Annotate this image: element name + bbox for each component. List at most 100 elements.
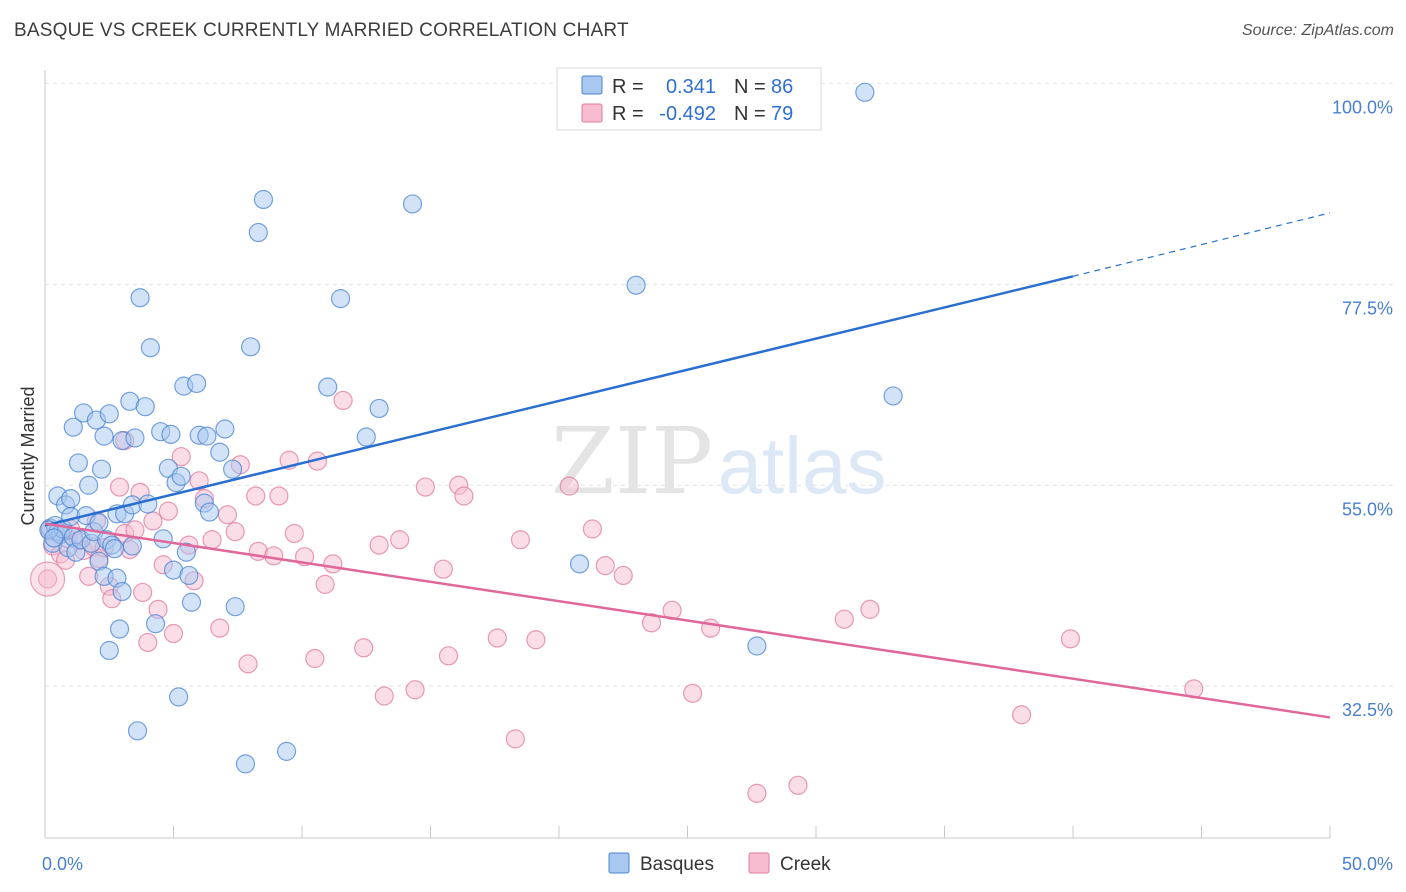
creek-point-52 bbox=[354, 638, 374, 658]
creek-point-54 bbox=[374, 686, 394, 706]
series-legend: Basques Creek bbox=[608, 852, 831, 875]
creek-point-51 bbox=[333, 390, 353, 411]
watermark-zip: ZIP bbox=[551, 408, 713, 515]
creek-point-68 bbox=[595, 556, 615, 576]
basques-point-18 bbox=[79, 475, 99, 495]
basques-point-42 bbox=[127, 721, 148, 741]
basques-point-24 bbox=[91, 459, 112, 479]
basques-point-75 bbox=[330, 289, 351, 309]
bottom-legend-swatch-basques bbox=[608, 852, 630, 874]
creek-point-77 bbox=[860, 599, 880, 619]
grid-lines bbox=[45, 82, 1393, 687]
basques-point-22 bbox=[89, 513, 109, 533]
creek-point-62 bbox=[487, 628, 507, 648]
basques-point-72 bbox=[253, 189, 274, 210]
y-axis-label: Currently Married bbox=[18, 386, 38, 525]
creek-point-76 bbox=[834, 609, 854, 629]
basques-point-51 bbox=[161, 424, 181, 444]
basques-point-79 bbox=[569, 554, 590, 574]
basques-point-55 bbox=[171, 466, 191, 486]
creek-point-37 bbox=[225, 522, 245, 542]
basques-point-73 bbox=[276, 741, 297, 761]
basques-point-60 bbox=[187, 373, 207, 394]
creek-point-74 bbox=[747, 783, 767, 803]
bottom-legend-swatch-creek bbox=[748, 852, 770, 874]
legend-n-label-basques: N = bbox=[734, 76, 766, 98]
creek-point-75 bbox=[788, 775, 808, 795]
chart-source: Source: ZipAtlas.com bbox=[1241, 22, 1394, 39]
basques-point-81 bbox=[747, 636, 767, 656]
x-tick-label-max: 50.0% bbox=[1342, 854, 1393, 874]
basques-point-65 bbox=[210, 442, 230, 462]
creek-point-22 bbox=[133, 582, 153, 603]
legend-n-label-creek: N = bbox=[734, 103, 766, 125]
creek-point-24 bbox=[143, 511, 163, 531]
creek-point-32 bbox=[189, 471, 209, 491]
creek-point-50 bbox=[323, 554, 343, 574]
basques-point-67 bbox=[223, 459, 243, 479]
legend-swatch-basques bbox=[581, 75, 603, 95]
basques-points bbox=[39, 82, 903, 774]
creek-trend-line bbox=[44, 522, 1331, 719]
basques-point-49 bbox=[153, 529, 173, 549]
basques-point-46 bbox=[140, 338, 160, 358]
creek-point-27 bbox=[158, 501, 178, 521]
basques-point-66 bbox=[215, 419, 235, 439]
creek-point-66 bbox=[559, 476, 579, 496]
creek-point-36 bbox=[217, 505, 238, 525]
creek-point-78 bbox=[1011, 705, 1032, 725]
creek-point-cluster bbox=[29, 561, 66, 597]
creek-point-39 bbox=[238, 654, 258, 674]
creek-point-16 bbox=[109, 477, 130, 497]
creek-point-56 bbox=[405, 680, 425, 700]
basques-point-34 bbox=[109, 619, 130, 639]
trend-lines bbox=[44, 212, 1331, 719]
creek-point-58 bbox=[433, 559, 453, 579]
creek-point-40 bbox=[246, 486, 266, 506]
bottom-legend-label-creek: Creek bbox=[780, 854, 831, 875]
creek-point-70 bbox=[641, 613, 662, 633]
basques-point-35 bbox=[112, 581, 132, 602]
basques-point-85 bbox=[44, 528, 64, 548]
basques-point-39 bbox=[122, 536, 142, 556]
basques-point-26 bbox=[94, 426, 114, 446]
basques-point-82 bbox=[855, 82, 875, 102]
creek-point-49 bbox=[315, 574, 335, 594]
creek-point-59 bbox=[438, 646, 459, 666]
basques-point-58 bbox=[179, 565, 199, 586]
legend-r-label-creek: R = bbox=[612, 103, 644, 125]
y-tick-label-2: 77.5% bbox=[1342, 298, 1393, 318]
basques-point-28 bbox=[99, 640, 119, 661]
basques-point-80 bbox=[626, 275, 646, 295]
creek-point-45 bbox=[284, 523, 304, 544]
watermark-atlas: atlas bbox=[718, 421, 887, 510]
creek-point-69 bbox=[613, 565, 633, 586]
basques-point-74 bbox=[318, 377, 338, 397]
basques-point-78 bbox=[402, 194, 423, 214]
basques-point-13 bbox=[63, 417, 83, 437]
basques-point-64 bbox=[199, 502, 220, 522]
basques-point-43 bbox=[130, 288, 150, 308]
legend-r-label-basques: R = bbox=[612, 76, 644, 98]
basques-point-76 bbox=[356, 427, 376, 447]
basques-point-45 bbox=[138, 494, 158, 514]
watermark: ZIP atlas bbox=[551, 408, 887, 515]
basques-trend-line bbox=[44, 275, 1074, 527]
creek-point-64 bbox=[510, 530, 531, 550]
basques-point-77 bbox=[369, 398, 389, 419]
basques-point-59 bbox=[181, 592, 202, 612]
creek-point-35 bbox=[210, 618, 230, 638]
basques-point-71 bbox=[248, 222, 268, 243]
y-tick-labels: 32.5% 55.0% 77.5% 100.0% bbox=[1332, 97, 1393, 720]
stats-legend: R = 0.341 N = 86 R = -0.492 N = 79 bbox=[556, 67, 822, 131]
creek-point-63 bbox=[505, 729, 525, 749]
y-tick-label-0: 32.5% bbox=[1342, 700, 1393, 720]
basques-point-70 bbox=[241, 337, 261, 357]
creek-point-67 bbox=[582, 519, 603, 539]
basques-point-47 bbox=[145, 614, 166, 634]
legend-n-value-creek: 79 bbox=[771, 103, 793, 125]
basques-point-41 bbox=[125, 428, 145, 448]
basques-point-54 bbox=[169, 687, 189, 707]
basques-point-14 bbox=[68, 453, 89, 473]
